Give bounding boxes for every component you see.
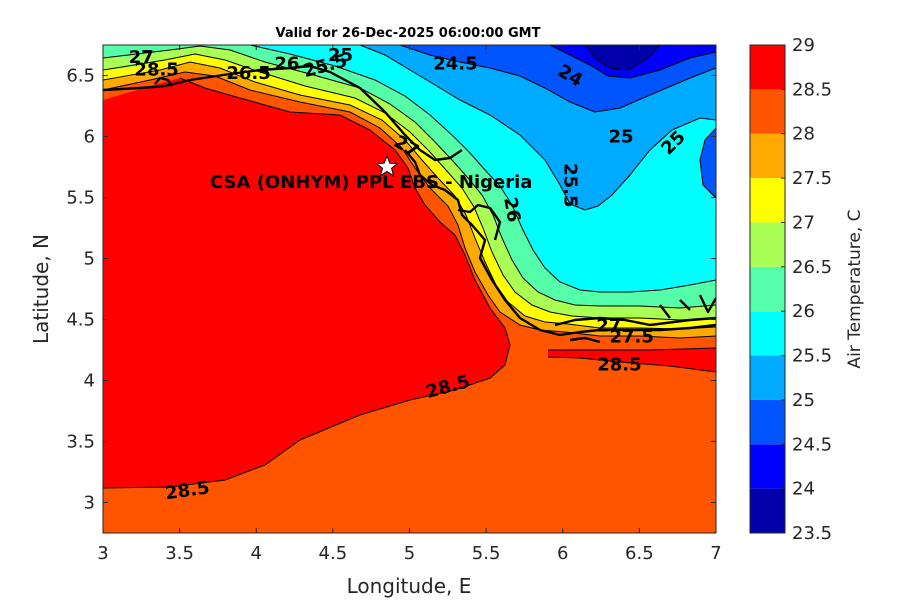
colorbar-tick-label: 25.5 [792,346,832,367]
colorbar-segment [750,399,785,445]
contour-label: 25 [328,45,353,66]
colorbar-tick-label: 28 [792,124,815,145]
colorbar-tick-label: 29 [792,35,815,56]
y-tick-label: 3.5 [66,432,95,453]
x-tick-label: 3 [97,543,108,564]
contour-label: 27 [129,47,154,68]
x-tick-label: 7 [710,543,721,564]
x-axis: 3 3.5 4 4.5 5 5.5 6 6.5 7 [97,45,722,564]
contour-line-24-5 [549,45,716,79]
y-tick-label: 4 [84,371,95,392]
colorbar-tick-label: 27 [792,212,815,233]
contour-line-26-5 [103,45,716,309]
colorbar-segment [750,444,785,489]
colorbar-tick-label: 26 [792,301,815,322]
colorbar [750,45,785,533]
contour-label: 26 [499,196,524,224]
station-star-icon [375,154,399,177]
colorbar-tick-label: 24 [792,479,815,500]
colorbar-tick-label: 26.5 [792,257,832,278]
colorbar-segment [750,266,785,312]
contour-line-24 [584,45,661,71]
colorbar-segment [750,89,785,134]
y-tick-label: 5 [84,249,95,270]
band-28-5-east [548,348,716,372]
station-marker: CSA (ONHYM) PPL EBS - Nigeria [210,154,532,193]
band-28-5 [103,78,510,488]
coastline-lagos [103,64,463,162]
contour-label: 26.5 [226,63,270,84]
colorbar-segment [750,222,785,267]
colorbar-tick-label: 27.5 [792,168,832,189]
x-tick-label: 6 [557,543,568,564]
colorbar-frame [749,44,786,534]
colorbar-segment [750,178,785,223]
y-tick-label: 4.5 [66,310,95,331]
colorbar-tick-label: 24.5 [792,434,832,455]
contour-line-25 [399,45,716,199]
coastline [103,64,716,344]
contour-line-26 [249,45,716,293]
x-tick-label: 6.5 [625,543,654,564]
colorbar-segment [750,45,785,90]
y-tick-label: 6.5 [66,66,95,87]
x-tick-label: 4 [251,543,262,564]
contour-label: 26 [274,53,299,74]
colorbar-tick-label: 23.5 [792,523,832,544]
contour-line-25-5 [359,45,716,211]
contour-label: 28.5 [597,355,641,376]
colorbar-segment [750,311,785,356]
x-tick-label: 3.5 [165,543,194,564]
y-tick-label: 3 [84,493,95,514]
colorbar-tick-label: 25 [792,390,815,411]
colorbar-segment [750,488,785,533]
contour-label: 27.5 [610,327,654,348]
contour-label: 27 [596,316,621,337]
colorbar-segment [750,133,785,179]
x-tick-label: 5 [404,543,415,564]
colorbar-segment [750,355,785,400]
contour-line-28-5 [103,77,511,489]
y-tick-label: 5.5 [66,188,95,209]
station-label: CSA (ONHYM) PPL EBS - Nigeria [210,172,532,193]
colorbar-ticks: 23.5 24 24.5 25 25.5 26 26.5 27 27.5 28 28.5 29 [781,35,832,544]
colorbar-tick-label: 28.5 [792,79,832,100]
contour-label: 24.5 [433,53,477,74]
x-axis-label: Longitude, E [347,574,472,598]
y-tick-label: 6 [84,127,95,148]
contour-label: 28.5 [134,59,178,80]
chart-title: Valid for 26-Dec-2025 06:00:00 GMT [276,26,541,41]
contour-label: 25 [608,127,633,148]
y-axis: 3 3.5 4 4.5 5 5.5 6 6.5 [66,66,716,514]
contour-line-28-5-east [547,347,716,373]
coastline-niger-delta [404,149,716,344]
contour-lines [103,45,716,489]
x-tick-label: 4.5 [319,543,348,564]
y-axis-label: Latitude, N [29,234,53,344]
contour-label: 25.5 [559,163,580,207]
colorbar-label: Air Temperature, C [845,209,865,368]
x-tick-label: 5.5 [472,543,501,564]
